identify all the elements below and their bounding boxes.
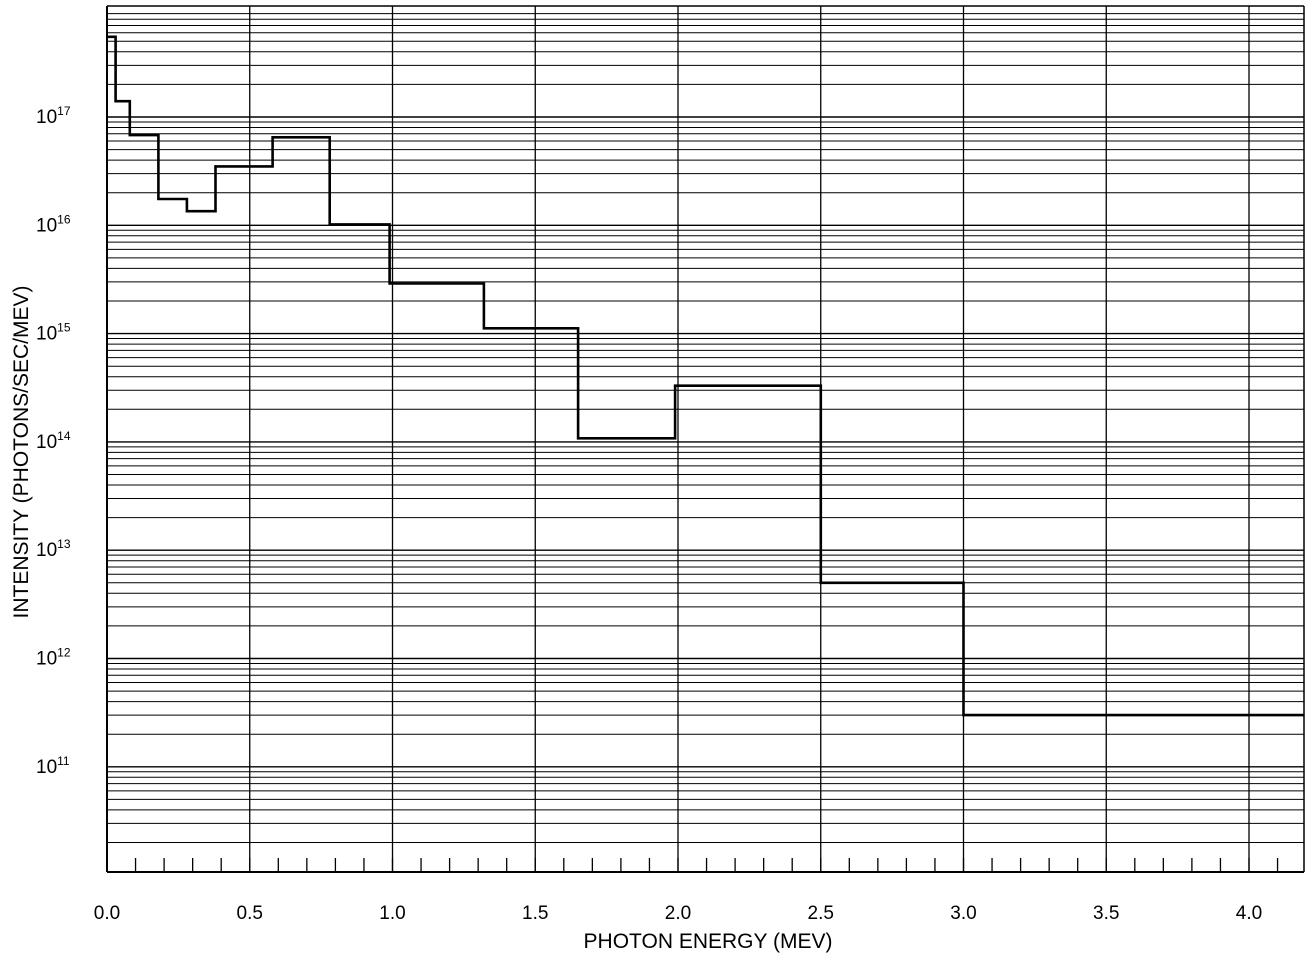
x-tick-label: 3.0	[950, 903, 976, 924]
y-tick-labels: 1017 1016 1015 1014 1013 1012 1011	[36, 104, 71, 778]
x-tick-label: 2.5	[808, 903, 834, 924]
x-tick-label: 4.0	[1236, 903, 1262, 924]
plot-frame	[106, 5, 1305, 873]
gridlines	[107, 6, 1304, 872]
y-tick-label: 1016	[36, 212, 71, 236]
x-tick-label: 0.0	[94, 903, 120, 924]
y-tick-label: 1017	[36, 104, 71, 128]
series-layer	[107, 35, 1304, 717]
y-axis-title: INTENSITY (PHOTONS/SEC/MEV)	[10, 286, 33, 619]
x-tick-label: 1.0	[379, 903, 405, 924]
x-tick-label: 3.5	[1093, 903, 1119, 924]
x-tick-labels: 0.0 0.5 1.0 1.5 2.0 2.5 3.0 3.5 4.0	[94, 903, 1262, 924]
x-tick-label: 2.0	[665, 903, 691, 924]
y-tick-label: 1014	[36, 429, 71, 453]
y-tick-label: 1015	[36, 321, 71, 345]
x-axis-title: PHOTON ENERGY (MEV)	[584, 930, 833, 953]
x-tick-label: 1.5	[522, 903, 548, 924]
y-tick-label: 1011	[36, 754, 70, 778]
y-tick-label: 1012	[36, 646, 71, 670]
minor-x-ticks	[134, 858, 1279, 872]
x-tick-label: 0.5	[237, 903, 263, 924]
y-tick-label: 1013	[36, 537, 71, 561]
step-series-line	[107, 35, 1304, 717]
